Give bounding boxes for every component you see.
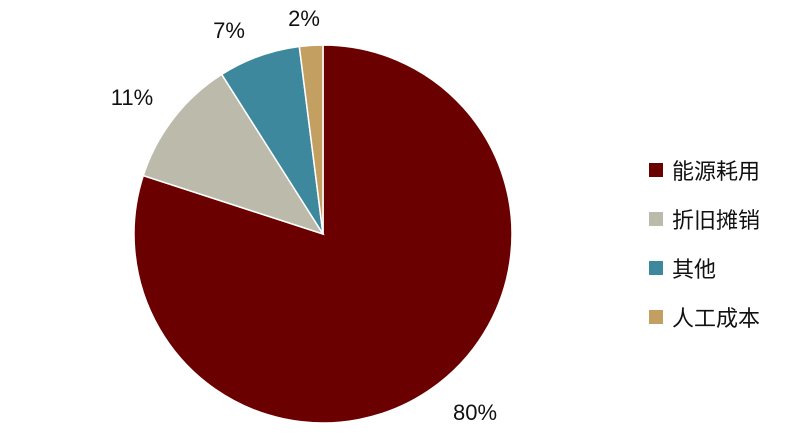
pie-slice	[298, 44, 324, 235]
legend-item-other: 其他	[649, 243, 760, 292]
legend-swatch	[649, 162, 663, 177]
legend-item-depreciation: 折旧摊销	[649, 194, 760, 243]
legend-label: 人工成本	[672, 306, 761, 332]
legend-item-labor: 人工成本	[649, 292, 760, 341]
data-label: 80%	[453, 400, 497, 425]
legend-item-energy: 能源耗用	[649, 145, 760, 194]
legend-label: 折旧摊销	[672, 208, 761, 234]
legend-swatch	[649, 309, 663, 324]
legend-swatch	[649, 211, 663, 226]
data-label: 7%	[213, 18, 245, 43]
legend-label: 其他	[672, 257, 717, 283]
legend-swatch	[649, 260, 663, 275]
data-label: 2%	[288, 6, 320, 31]
pie-slice	[142, 73, 325, 236]
legend-label: 能源耗用	[672, 159, 761, 185]
legend: 能源耗用 折旧摊销 其他 人工成本	[649, 145, 760, 341]
data-label: 11%	[111, 85, 153, 110]
